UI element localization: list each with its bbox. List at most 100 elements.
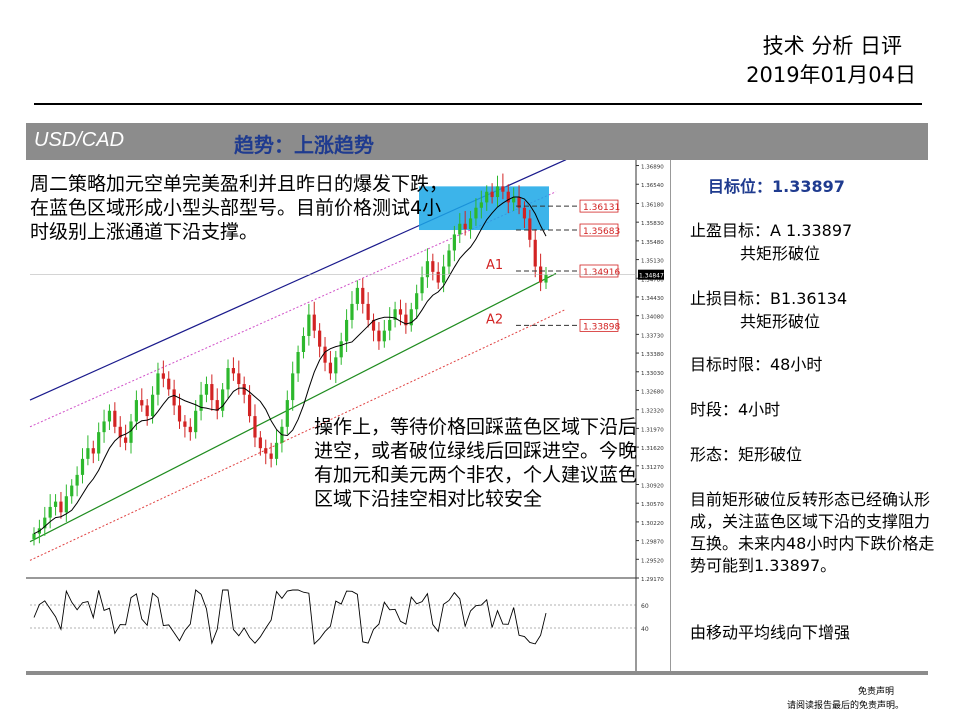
candle-body [474, 207, 478, 219]
candle-body [91, 448, 95, 454]
price-tick-label: 1.30220 [641, 521, 664, 527]
price-tick-label: 1.33730 [641, 333, 664, 339]
analysis-text: 目前矩形破位反转形态已经确认形成，关注蓝色区域下沿的支撑阻力互换。未来内48小时… [690, 490, 935, 575]
trend-label: 趋势：上涨趋势 [234, 133, 374, 157]
report-title: 技术 分析 日评 [762, 34, 902, 58]
price-tick-label: 1.34780 [641, 277, 664, 283]
info-panel: 目标位：1.33897 止盈目标：A 1.33897 共矩形破位 止损目标：B1… [672, 160, 934, 672]
price-tick-label: 1.30570 [641, 502, 664, 508]
candle-body [118, 426, 122, 438]
candle-body [107, 410, 112, 422]
candle-body [156, 373, 160, 395]
candle-body [334, 357, 338, 374]
price-tick-label: 1.36890 [641, 165, 664, 171]
candle-body [533, 239, 537, 267]
candle-body [140, 400, 144, 406]
disclaimer-title: 免责声明 [857, 687, 894, 697]
candle-body [129, 421, 133, 443]
take-profit-label: 止盈目标：A 1.33897 [690, 221, 853, 240]
time-limit-label: 目标时限：48小时 [690, 355, 823, 374]
level-tag [579, 264, 619, 278]
candle-body [215, 400, 219, 411]
candle-body [32, 533, 36, 539]
target-label: 目标位：1.33897 [708, 177, 845, 196]
candle-body [447, 250, 451, 267]
level-label: 1.35683 [583, 227, 620, 237]
report-date: 2019年01月04日 [746, 63, 916, 87]
candle-body [307, 314, 311, 336]
price-chart: 1.36131 1.35683 1.34916 A1 1.33898 A2 1.36890 1… [26, 160, 671, 672]
candle-body [237, 373, 241, 385]
candle-body [522, 207, 527, 219]
footer-divider [26, 671, 928, 675]
candle-body [199, 394, 203, 411]
candle-body [86, 448, 90, 459]
level-name: A2 [486, 312, 503, 327]
candle-body [479, 202, 483, 208]
candle-body [318, 330, 322, 347]
candle-body [253, 416, 257, 438]
candle-body [97, 432, 101, 454]
candle-body [350, 303, 354, 320]
candle-body [59, 501, 63, 513]
current-price-label: 1.34847 [639, 273, 664, 280]
candle-body [301, 335, 306, 352]
price-tick-label: 1.31620 [641, 446, 664, 452]
candle-body [506, 191, 510, 203]
candle-body [124, 437, 128, 443]
candle-body [247, 394, 252, 417]
candle-body [490, 191, 494, 198]
candle-body [167, 378, 171, 390]
pattern-label: 形态：矩形破位 [690, 445, 803, 464]
level-label: 1.36131 [583, 203, 620, 213]
candle-body [64, 496, 68, 513]
stop-loss-sub: 共矩形破位 [740, 312, 821, 331]
candle-body [188, 426, 192, 433]
price-tick-label: 1.29520 [641, 558, 664, 564]
period-label: 时段：4小时 [690, 400, 781, 419]
title-banner: USD/CAD 趋势：上涨趋势 [26, 123, 928, 160]
price-tick-label: 1.32320 [641, 409, 664, 415]
candle-body [70, 485, 74, 497]
ma-note: 由移动平均线向下增强 [690, 623, 851, 642]
candle-body [328, 362, 333, 374]
candle-body [409, 309, 413, 326]
candle-body [113, 410, 117, 427]
candle-body [194, 410, 198, 433]
level-tag [579, 318, 619, 332]
candle-body [355, 287, 359, 304]
candle-body [264, 448, 268, 454]
currency-pair: USD/CAD [34, 129, 125, 151]
price-tick-label: 1.33030 [641, 371, 664, 377]
price-tick-label: 1.30920 [641, 484, 664, 490]
current-price-tag [638, 269, 664, 280]
price-tick-label: 1.32680 [641, 389, 664, 395]
note-bottom: 操作上，等待价格回踩蓝色区域下沿后进空，或者破位绿线后回踩进空。今晚有加元和美元… [314, 416, 638, 510]
candle-body [436, 271, 440, 283]
price-tick-label: 1.34430 [641, 296, 664, 302]
oscillator-line [33, 589, 547, 645]
candle-body [415, 293, 419, 310]
candle-body [242, 384, 246, 395]
note-top: 周二策略加元空单完美盈利并且昨日的爆发下跌，在蓝色区域形成小型头部型号。目前价格… [30, 173, 449, 243]
candle-body [210, 384, 214, 401]
candle-body [495, 186, 500, 198]
candle-body [134, 400, 138, 422]
price-tick-label: 1.33380 [641, 352, 664, 358]
price-tick-label: 1.35130 [641, 259, 664, 265]
price-tick-label: 1.36540 [641, 183, 664, 189]
lower-projection-line [29, 308, 567, 561]
candle-body [258, 437, 262, 449]
candle-body [285, 400, 289, 427]
candle-body [312, 314, 316, 331]
level-name: A1 [486, 258, 503, 273]
candle-body [544, 274, 548, 283]
candle-body [43, 517, 47, 529]
chart-svg: 1.36131 1.35683 1.34916 A1 1.33898 A2 1.36890 1… [26, 160, 664, 672]
candle-body [366, 303, 370, 320]
candle-body [296, 351, 300, 374]
candle-body [204, 384, 209, 395]
candle-body [344, 319, 349, 342]
candle-body [404, 314, 408, 326]
level-label: 1.34916 [583, 268, 620, 278]
